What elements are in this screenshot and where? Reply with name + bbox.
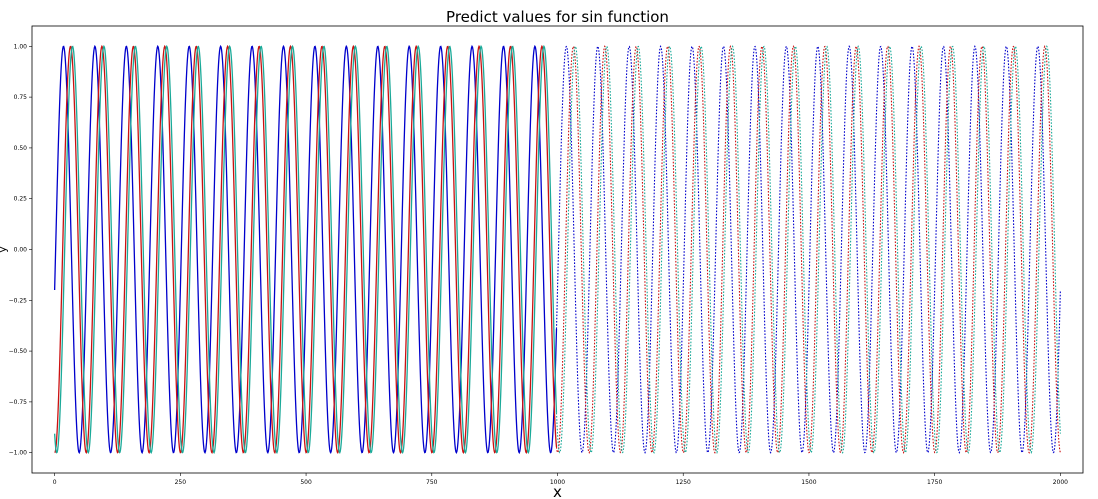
chart-title: Predict values for sin function: [446, 8, 669, 26]
x-axis-label: x: [553, 483, 562, 499]
x-axis-ticks: 0 250 500 750 1000 1250 1500 1750 2000: [53, 473, 1068, 486]
series-line-observed-0: [53, 44, 558, 455]
x-tick-label: 0: [53, 479, 57, 486]
series-line-observed-1: [54, 44, 558, 455]
x-tick-label: 1250: [676, 479, 691, 486]
x-tick-label: 1000: [550, 479, 565, 486]
y-tick-label: −0.75: [9, 399, 28, 406]
x-tick-label: 750: [426, 479, 438, 486]
series-layer: [53, 44, 1061, 455]
series-line-observed-2: [53, 44, 558, 455]
x-tick-label: 250: [175, 479, 187, 486]
y-tick-label: −0.50: [9, 348, 28, 355]
x-tick-label: 1500: [801, 479, 816, 486]
y-tick-label: −0.25: [9, 297, 28, 304]
x-tick-label: 1750: [927, 479, 942, 486]
plot-area-frame: [31, 25, 1084, 474]
y-tick-label: 0.50: [14, 145, 28, 152]
x-tick-label: 500: [300, 479, 312, 486]
series-line-predicted-0: [555, 45, 1061, 454]
series-line-predicted-2: [555, 45, 1061, 454]
y-tick-label: −1.00: [9, 450, 28, 457]
y-tick-label: 0.25: [14, 196, 28, 203]
y-tick-label: 1.00: [14, 43, 28, 50]
y-axis-label: y: [0, 246, 9, 253]
y-tick-label: 0.75: [14, 94, 28, 101]
series-line-predicted-1: [555, 45, 1061, 454]
y-tick-label: 0.00: [14, 247, 28, 254]
x-tick-label: 2000: [1053, 479, 1068, 486]
y-axis-ticks: −1.00 −0.75 −0.50 −0.25 0.00 0.25 0.50 0.75 1.00: [9, 43, 32, 457]
